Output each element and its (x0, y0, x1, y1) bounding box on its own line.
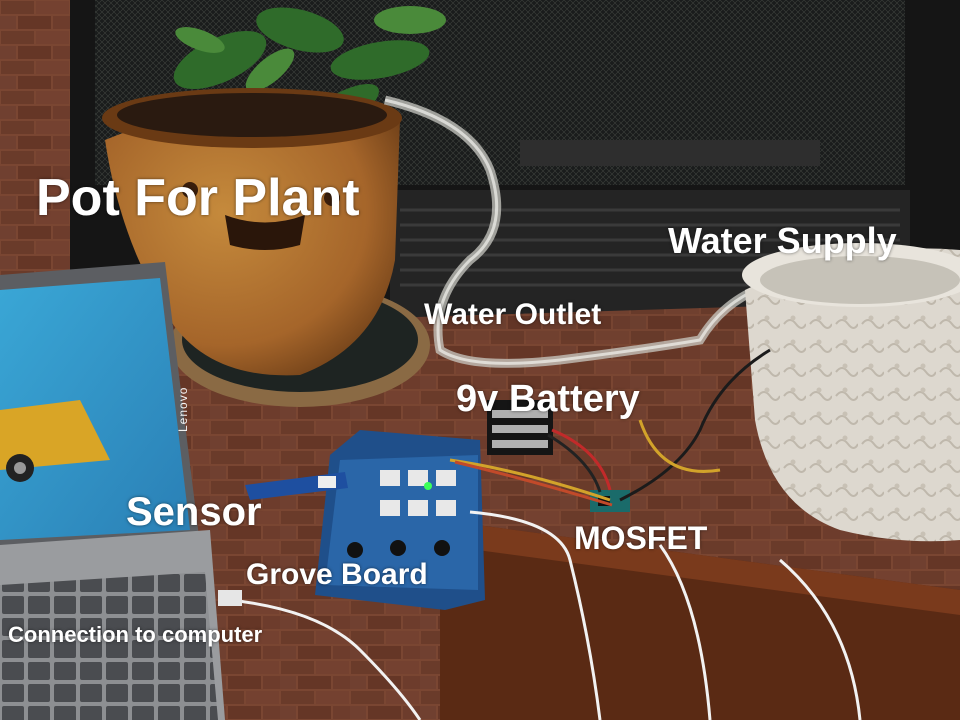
label-grove-board: Grove Board (246, 558, 428, 591)
label-pot-for-plant: Pot For Plant (36, 169, 360, 227)
label-mosfet: MOSFET (574, 520, 708, 556)
label-connection-to-computer: Connection to computer (8, 622, 263, 647)
label-9v-battery: 9v Battery (456, 378, 640, 420)
label-water-outlet: Water Outlet (424, 298, 602, 331)
label-water-supply: Water Supply (668, 220, 897, 261)
label-sensor: Sensor (126, 490, 262, 534)
laptop-brand-text: Lenovo (176, 386, 190, 432)
